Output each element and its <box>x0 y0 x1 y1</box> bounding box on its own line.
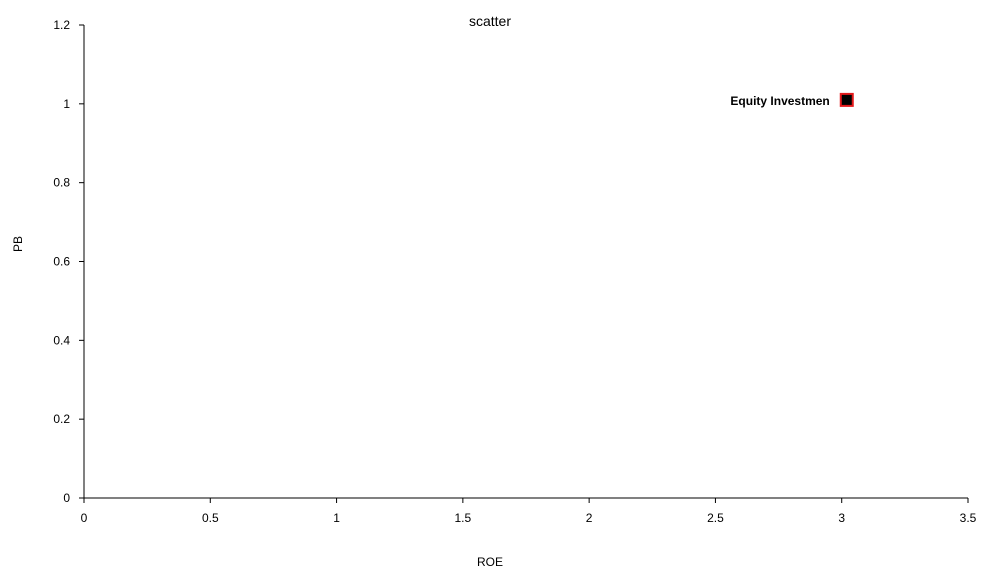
x-axis-label: ROE <box>477 555 503 569</box>
y-tick-label: 0 <box>63 491 70 505</box>
x-axis-ticks: 0 0.5 1 1.5 2 2.5 3 3.5 <box>81 498 977 525</box>
y-tick-label: 1 <box>63 97 70 111</box>
x-tick-label: 0 <box>81 511 88 525</box>
data-point-marker <box>839 92 854 107</box>
y-tick-label: 1.2 <box>53 18 70 32</box>
chart-title: scatter <box>469 13 511 29</box>
y-tick-label: 0.2 <box>53 412 70 426</box>
x-tick-label: 2 <box>586 511 593 525</box>
y-tick-label: 0.6 <box>53 255 70 269</box>
y-axis-label: PB <box>11 236 25 252</box>
x-tick-label: 1.5 <box>455 511 472 525</box>
data-point-label: Equity Investmen <box>730 94 829 108</box>
x-tick-label: 1 <box>333 511 340 525</box>
data-points: Equity Investmen <box>730 92 854 108</box>
x-tick-label: 2.5 <box>707 511 724 525</box>
y-tick-label: 0.8 <box>53 176 70 190</box>
x-tick-label: 0.5 <box>202 511 219 525</box>
y-axis-ticks: 0 0.2 0.4 0.6 0.8 1 1.2 <box>53 18 84 505</box>
y-tick-label: 0.4 <box>53 333 70 347</box>
x-tick-label: 3.5 <box>960 511 977 525</box>
x-tick-label: 3 <box>838 511 845 525</box>
